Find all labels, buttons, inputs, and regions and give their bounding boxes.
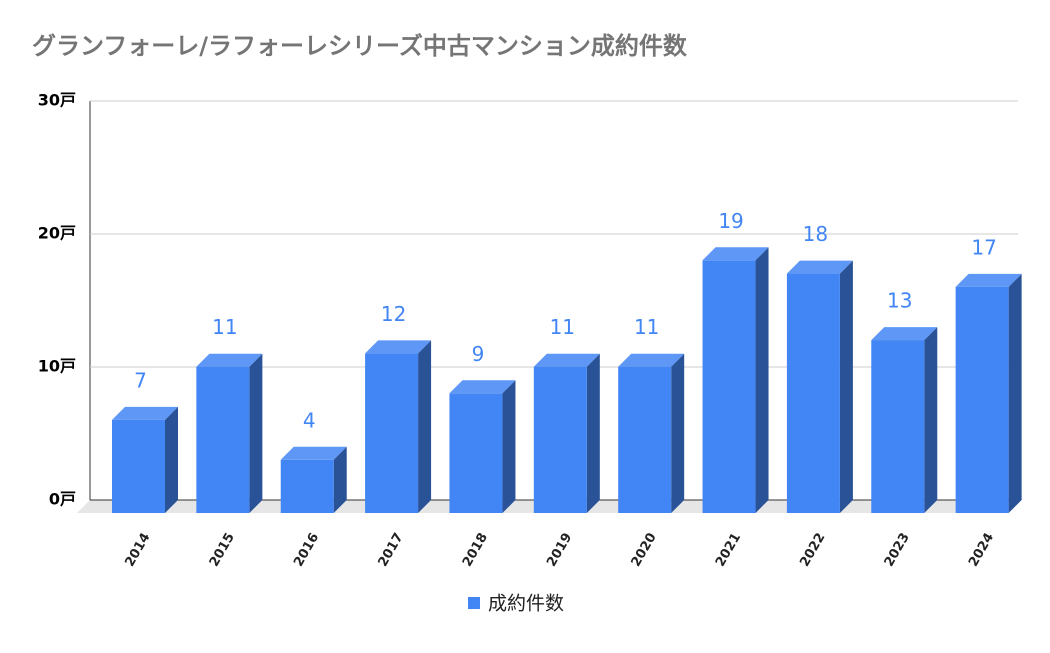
bar <box>196 366 250 513</box>
bar-top <box>955 273 1022 287</box>
bar-side <box>755 247 769 514</box>
value-label: 11 <box>212 315 237 339</box>
legend-label: 成約件数 <box>488 593 564 615</box>
bar <box>365 353 419 513</box>
value-label: 19 <box>718 209 743 233</box>
y-tick-label: 0戸 <box>49 490 76 509</box>
bar-side <box>586 353 600 513</box>
bar <box>280 459 334 513</box>
bar <box>533 366 587 513</box>
value-label: 18 <box>803 222 828 246</box>
bar-top <box>533 353 600 367</box>
bar-top <box>112 406 178 420</box>
y-tick-label: 20戸 <box>38 224 76 243</box>
value-label: 17 <box>971 235 996 259</box>
bar-top <box>702 247 769 261</box>
bar-side <box>502 380 516 513</box>
bar <box>112 419 165 513</box>
bar-side <box>249 353 263 513</box>
bar-side <box>418 340 432 513</box>
bar-side <box>839 260 853 513</box>
value-label: 13 <box>887 289 912 313</box>
bar-top <box>618 353 685 367</box>
bar-side <box>1008 273 1022 513</box>
value-label: 12 <box>381 302 406 326</box>
bar <box>618 366 672 513</box>
y-tick-label: 30戸 <box>38 91 76 110</box>
bar-side <box>165 406 178 513</box>
value-label: 4 <box>303 408 316 432</box>
bar-top <box>196 353 263 367</box>
bar <box>786 273 840 513</box>
bar <box>871 340 925 513</box>
bar <box>702 260 756 513</box>
bar-top <box>786 260 853 274</box>
value-label: 7 <box>134 368 147 392</box>
bar <box>955 286 1009 513</box>
bar-side <box>333 446 347 513</box>
bar-top <box>365 340 432 354</box>
bar-top <box>449 380 516 394</box>
bar-side <box>924 327 938 513</box>
legend-swatch <box>468 597 480 609</box>
bar-top <box>280 446 347 460</box>
bar-top <box>871 327 938 341</box>
bar <box>449 393 503 513</box>
value-label: 11 <box>550 315 575 339</box>
value-label: 11 <box>634 315 659 339</box>
chart-title: グランフォーレ/ラフォーレシリーズ中古マンション成約件数 <box>32 32 688 60</box>
bar-side <box>671 353 685 513</box>
value-label: 9 <box>472 342 485 366</box>
y-tick-label: 10戸 <box>38 357 76 376</box>
